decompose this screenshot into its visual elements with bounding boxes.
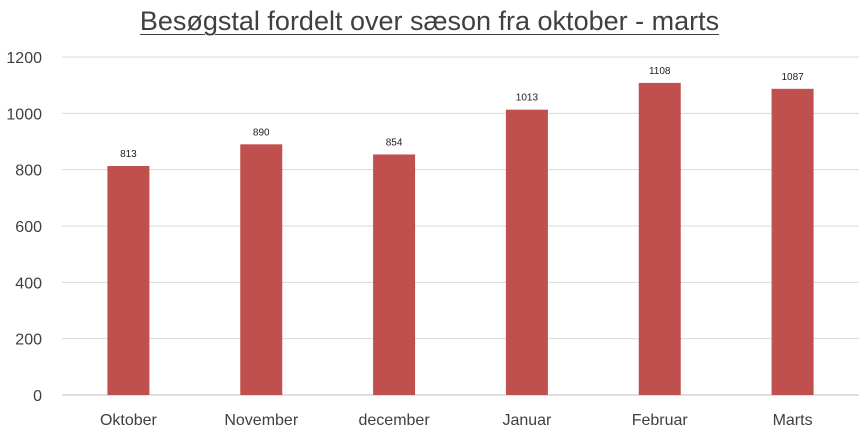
y-tick-label: 200 — [15, 332, 42, 349]
y-tick-label: 1200 — [6, 50, 42, 67]
x-tick-label: december — [359, 412, 431, 429]
y-tick-label: 800 — [15, 163, 42, 180]
chart-title: Besøgstal fordelt over sæson fra oktober… — [139, 6, 720, 36]
y-tick-label: 1000 — [6, 106, 42, 123]
x-tick-label: Marts — [773, 412, 813, 429]
bar — [638, 82, 681, 395]
bar — [373, 154, 416, 395]
data-label: 854 — [386, 137, 403, 148]
x-tick-label: November — [224, 412, 298, 429]
x-tick-label: Februar — [632, 412, 689, 429]
bar — [771, 88, 814, 395]
data-label: 1087 — [781, 72, 804, 83]
bar — [107, 166, 150, 395]
y-tick-label: 0 — [33, 388, 42, 405]
data-label: 813 — [120, 149, 137, 160]
data-label: 890 — [253, 127, 270, 138]
x-tick-label: Oktober — [100, 412, 158, 429]
data-label: 1013 — [516, 93, 539, 104]
bar — [240, 144, 283, 395]
y-tick-label: 400 — [15, 275, 42, 292]
y-tick-label: 600 — [15, 219, 42, 236]
bar — [505, 109, 548, 396]
x-tick-label: Januar — [502, 412, 552, 429]
data-label: 1108 — [649, 66, 671, 77]
